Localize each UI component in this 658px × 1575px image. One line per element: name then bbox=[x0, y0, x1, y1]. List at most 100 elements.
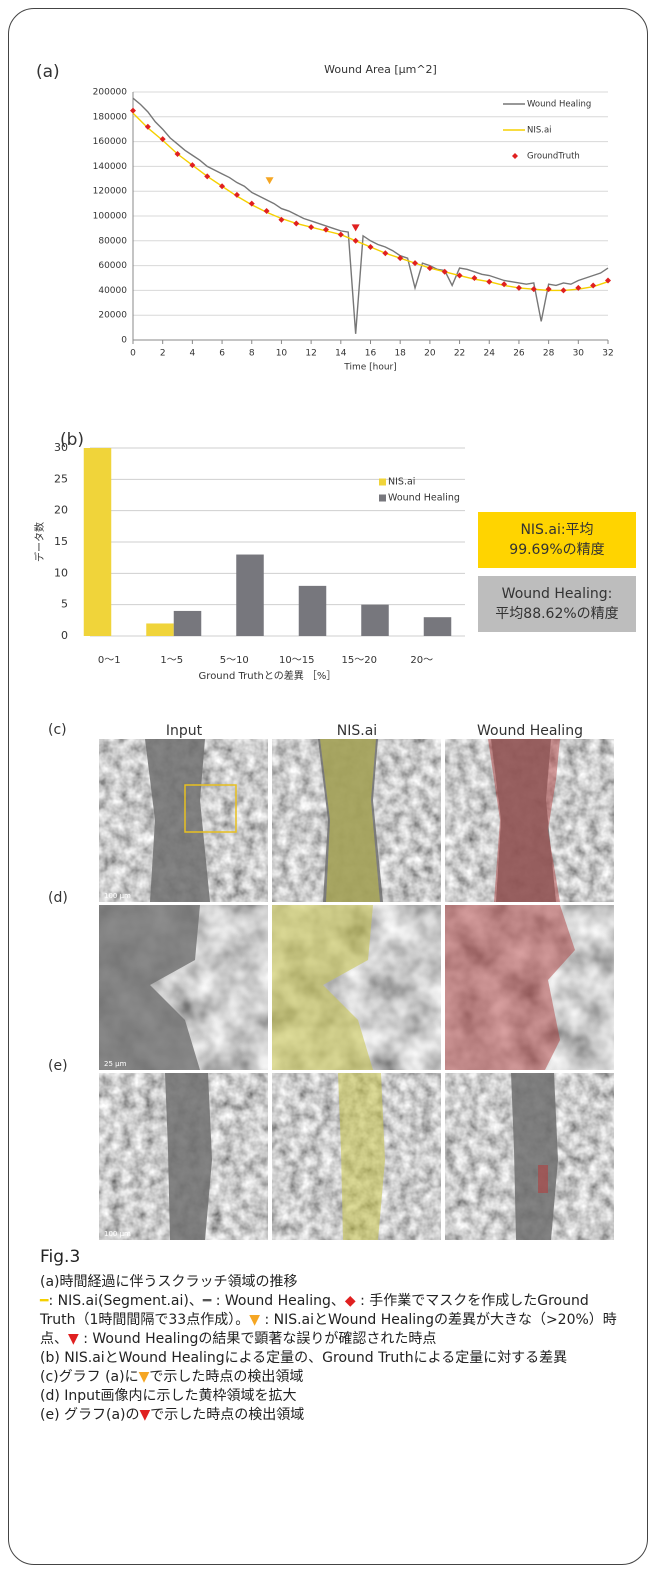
caption-paragraph: (b) NIS.aiとWound Healingによる定量の、Ground Tr… bbox=[40, 1349, 625, 1368]
bar bbox=[174, 611, 202, 636]
legend-swatch bbox=[379, 495, 386, 502]
legend-label: Wound Healing bbox=[527, 100, 591, 110]
data-point bbox=[368, 244, 374, 250]
caption-text: ▼ bbox=[249, 1312, 260, 1328]
x-axis-label: Time [hour] bbox=[343, 363, 397, 373]
y-tick-label: 60000 bbox=[98, 261, 127, 271]
y-tick-label: 25 bbox=[54, 472, 68, 485]
bar bbox=[299, 586, 327, 636]
scale-bar: 100 μm bbox=[104, 892, 131, 900]
y-tick-label: 40000 bbox=[98, 286, 127, 296]
y-tick-label: 200000 bbox=[93, 88, 128, 98]
x-tick-label: 26 bbox=[513, 349, 525, 359]
column-header: Input bbox=[166, 723, 203, 739]
caption-text: で示した時点の検出領域 bbox=[150, 1407, 304, 1423]
caption-text: ▼ bbox=[68, 1331, 79, 1347]
chart-title: Wound Area [μm^2] bbox=[324, 63, 437, 76]
summary-text: Wound Healing: bbox=[502, 586, 613, 602]
caption-text: (a)時間経過に伴うスクラッチ領域の推移 bbox=[40, 1274, 298, 1290]
y-tick-label: 15 bbox=[54, 535, 68, 548]
legend-swatch bbox=[512, 153, 518, 159]
x-tick-label: 20〜 bbox=[410, 655, 433, 666]
mask-wound-healing bbox=[538, 1165, 548, 1193]
panel-label: (e) bbox=[48, 1058, 68, 1074]
x-axis-label: Ground Truthとの差異 ［%］ bbox=[199, 669, 337, 682]
y-tick-label: 10 bbox=[54, 566, 68, 579]
x-tick-label: 0〜1 bbox=[98, 655, 121, 666]
caption-text: ◆ bbox=[345, 1293, 356, 1309]
bar bbox=[236, 555, 264, 636]
x-tick-label: 32 bbox=[602, 349, 613, 359]
caption-text: (c)グラフ (a)に bbox=[40, 1369, 139, 1385]
summary-text: 平均88.62%の精度 bbox=[495, 606, 618, 622]
x-tick-label: 30 bbox=[573, 349, 585, 359]
bar bbox=[361, 605, 389, 636]
caption-text: : Wound Healing、 bbox=[211, 1293, 345, 1309]
summary-box bbox=[478, 576, 636, 632]
caption-paragraph: (d) Input画像内に示した黄枠領域を拡大 bbox=[40, 1387, 625, 1406]
caption-paragraph: (e) グラフ(a)の▼で示した時点の検出領域 bbox=[40, 1406, 625, 1425]
y-tick-label: 30 bbox=[54, 441, 68, 454]
panel-label: (c) bbox=[48, 722, 67, 738]
data-point bbox=[353, 238, 359, 244]
caption-text: (b) NIS.aiとWound Healingによる定量の、Ground Tr… bbox=[40, 1350, 567, 1366]
caption-text: (d) Input画像内に示した黄枠領域を拡大 bbox=[40, 1388, 297, 1404]
panel-label: (d) bbox=[48, 890, 68, 906]
y-tick-label: 180000 bbox=[93, 112, 128, 122]
y-tick-label: 20 bbox=[54, 504, 68, 517]
scale-bar: 100 μm bbox=[104, 1230, 131, 1238]
summary-text: NIS.ai:平均 bbox=[520, 522, 593, 538]
legend-swatch bbox=[379, 479, 386, 486]
data-point bbox=[293, 220, 299, 226]
x-tick-label: 22 bbox=[454, 349, 465, 359]
y-tick-label: 20000 bbox=[98, 311, 127, 321]
x-tick-label: 6 bbox=[219, 349, 225, 359]
caption-text: (e) グラフ(a)の bbox=[40, 1407, 140, 1423]
legend-label: GroundTruth bbox=[527, 152, 580, 162]
bar bbox=[84, 448, 112, 636]
y-tick-label: 5 bbox=[61, 598, 68, 611]
y-tick-label: 100000 bbox=[93, 212, 128, 222]
column-header: Wound Healing bbox=[477, 723, 583, 739]
wound-gap bbox=[165, 1073, 212, 1240]
caption-title: Fig.3 bbox=[40, 1248, 625, 1267]
y-axis-label: データ数 bbox=[33, 522, 46, 562]
legend-label: NIS.ai bbox=[388, 477, 415, 488]
data-point bbox=[130, 108, 136, 114]
data-point bbox=[308, 224, 314, 230]
x-tick-label: 2 bbox=[160, 349, 166, 359]
x-tick-label: 10 bbox=[276, 349, 288, 359]
event-marker bbox=[352, 224, 360, 231]
data-point bbox=[486, 279, 492, 285]
image-grid: 100 μm 25 μm 100 μm bbox=[99, 739, 614, 1240]
caption-paragraph: (a)時間経過に伴うスクラッチ領域の推移 bbox=[40, 1273, 625, 1292]
y-tick-label: 140000 bbox=[93, 162, 128, 172]
figure: (a) (b) (c) (d) (e) Input NIS.ai Wound H… bbox=[0, 0, 658, 1245]
y-tick-label: 80000 bbox=[98, 236, 127, 246]
y-tick-label: 120000 bbox=[93, 187, 128, 197]
x-tick-label: 28 bbox=[543, 349, 555, 359]
legend-label: NIS.ai bbox=[527, 126, 552, 136]
x-tick-label: 1〜5 bbox=[160, 655, 183, 666]
data-point bbox=[382, 250, 388, 256]
y-tick-label: 0 bbox=[121, 336, 127, 346]
caption: Fig.3 (a)時間経過に伴うスクラッチ領域の推移━: NIS.ai(Segm… bbox=[40, 1248, 625, 1425]
caption-text: ▼ bbox=[140, 1407, 151, 1423]
mask-nisai bbox=[338, 1073, 385, 1240]
caption-text: : NIS.ai(Segment.ai)、 bbox=[48, 1293, 202, 1309]
bar bbox=[146, 623, 174, 636]
y-tick-label: 0 bbox=[61, 629, 68, 642]
wound-gap bbox=[511, 1073, 558, 1240]
x-tick-label: 15〜20 bbox=[342, 655, 377, 666]
x-tick-label: 5〜10 bbox=[220, 655, 249, 666]
x-tick-label: 18 bbox=[394, 349, 406, 359]
page: (a) (b) (c) (d) (e) Input NIS.ai Wound H… bbox=[0, 0, 658, 1575]
caption-text: ▼ bbox=[139, 1369, 150, 1385]
x-tick-label: 0 bbox=[130, 349, 136, 359]
x-tick-label: 14 bbox=[335, 349, 347, 359]
series-line bbox=[133, 113, 608, 290]
x-tick-label: 10〜15 bbox=[279, 655, 314, 666]
caption-text: : Wound Healingの結果で顕著な誤りが確認された時点 bbox=[79, 1331, 437, 1347]
event-marker bbox=[266, 177, 274, 184]
data-point bbox=[338, 232, 344, 238]
